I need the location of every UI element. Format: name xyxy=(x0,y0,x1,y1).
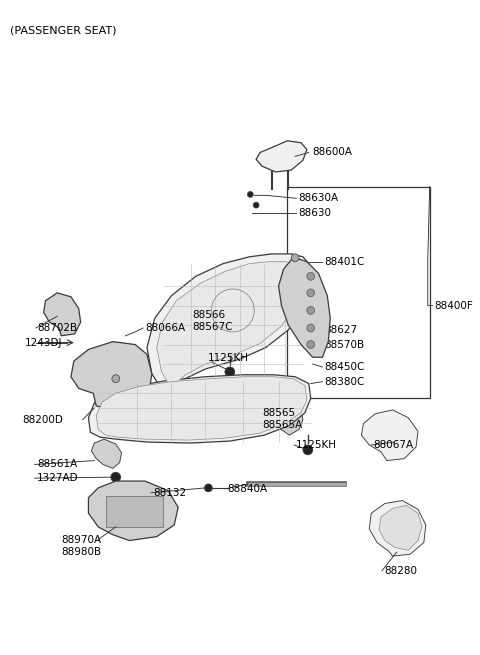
Text: 88561A: 88561A xyxy=(37,460,77,470)
Circle shape xyxy=(207,327,219,339)
Polygon shape xyxy=(369,500,426,556)
Circle shape xyxy=(253,202,259,208)
Circle shape xyxy=(204,484,212,492)
Polygon shape xyxy=(88,375,311,443)
Polygon shape xyxy=(91,439,121,468)
Text: 88200D: 88200D xyxy=(22,415,63,424)
Text: 1243DJ: 1243DJ xyxy=(25,337,62,348)
Polygon shape xyxy=(71,342,152,410)
Polygon shape xyxy=(147,254,309,393)
Text: 1125KH: 1125KH xyxy=(296,440,337,450)
Bar xyxy=(288,187,430,398)
Text: 88567C: 88567C xyxy=(192,322,232,332)
Text: 88570B: 88570B xyxy=(324,339,364,350)
Polygon shape xyxy=(270,401,303,435)
Polygon shape xyxy=(379,506,422,550)
Circle shape xyxy=(307,324,315,332)
Polygon shape xyxy=(44,293,81,336)
Text: 88565A: 88565A xyxy=(262,421,302,430)
Text: 88600A: 88600A xyxy=(312,147,353,157)
Circle shape xyxy=(112,375,120,383)
Text: 88627: 88627 xyxy=(324,325,358,335)
Circle shape xyxy=(307,289,315,297)
Text: 1125KH: 1125KH xyxy=(207,353,248,364)
Circle shape xyxy=(225,367,235,377)
Text: 88565: 88565 xyxy=(262,408,295,418)
Circle shape xyxy=(307,341,315,348)
Polygon shape xyxy=(278,258,330,357)
Text: 88840A: 88840A xyxy=(227,484,267,494)
Text: 88132: 88132 xyxy=(153,488,186,498)
Bar xyxy=(106,496,163,527)
Circle shape xyxy=(291,254,299,262)
Circle shape xyxy=(307,307,315,314)
Text: 88630: 88630 xyxy=(298,208,331,218)
Text: 88702B: 88702B xyxy=(38,323,78,333)
Polygon shape xyxy=(88,481,178,540)
Text: 88980B: 88980B xyxy=(61,547,101,557)
Polygon shape xyxy=(156,262,301,388)
Polygon shape xyxy=(96,377,307,440)
Polygon shape xyxy=(256,141,307,172)
Text: 88566: 88566 xyxy=(192,310,225,320)
Text: 88970A: 88970A xyxy=(61,534,101,544)
Text: 88450C: 88450C xyxy=(324,362,365,372)
Text: 88630A: 88630A xyxy=(298,193,338,203)
Text: 1327AD: 1327AD xyxy=(37,473,78,483)
Polygon shape xyxy=(361,410,418,460)
Text: 88066A: 88066A xyxy=(145,323,185,333)
Text: 88401C: 88401C xyxy=(324,257,365,267)
Text: 88380C: 88380C xyxy=(324,377,365,386)
Text: (PASSENGER SEAT): (PASSENGER SEAT) xyxy=(11,26,117,36)
Circle shape xyxy=(303,445,312,455)
Text: 88400F: 88400F xyxy=(434,301,473,310)
Text: 88280: 88280 xyxy=(384,566,417,576)
Circle shape xyxy=(307,272,315,280)
Circle shape xyxy=(111,472,120,482)
Circle shape xyxy=(247,191,253,197)
Text: 88067A: 88067A xyxy=(373,440,413,450)
